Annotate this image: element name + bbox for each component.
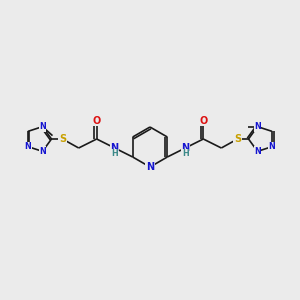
Text: N: N [254,147,261,156]
Text: N: N [25,142,31,151]
Text: S: S [234,134,241,144]
Text: N: N [39,147,46,156]
Text: N: N [269,142,275,151]
Text: H: H [111,149,118,158]
Text: O: O [93,116,101,126]
Text: O: O [199,116,207,126]
Text: S: S [59,134,66,144]
Text: H: H [182,149,189,158]
Text: N: N [111,143,119,153]
Text: N: N [39,122,46,131]
Text: N: N [254,122,261,131]
Text: N: N [146,162,154,172]
Text: N: N [181,143,189,153]
